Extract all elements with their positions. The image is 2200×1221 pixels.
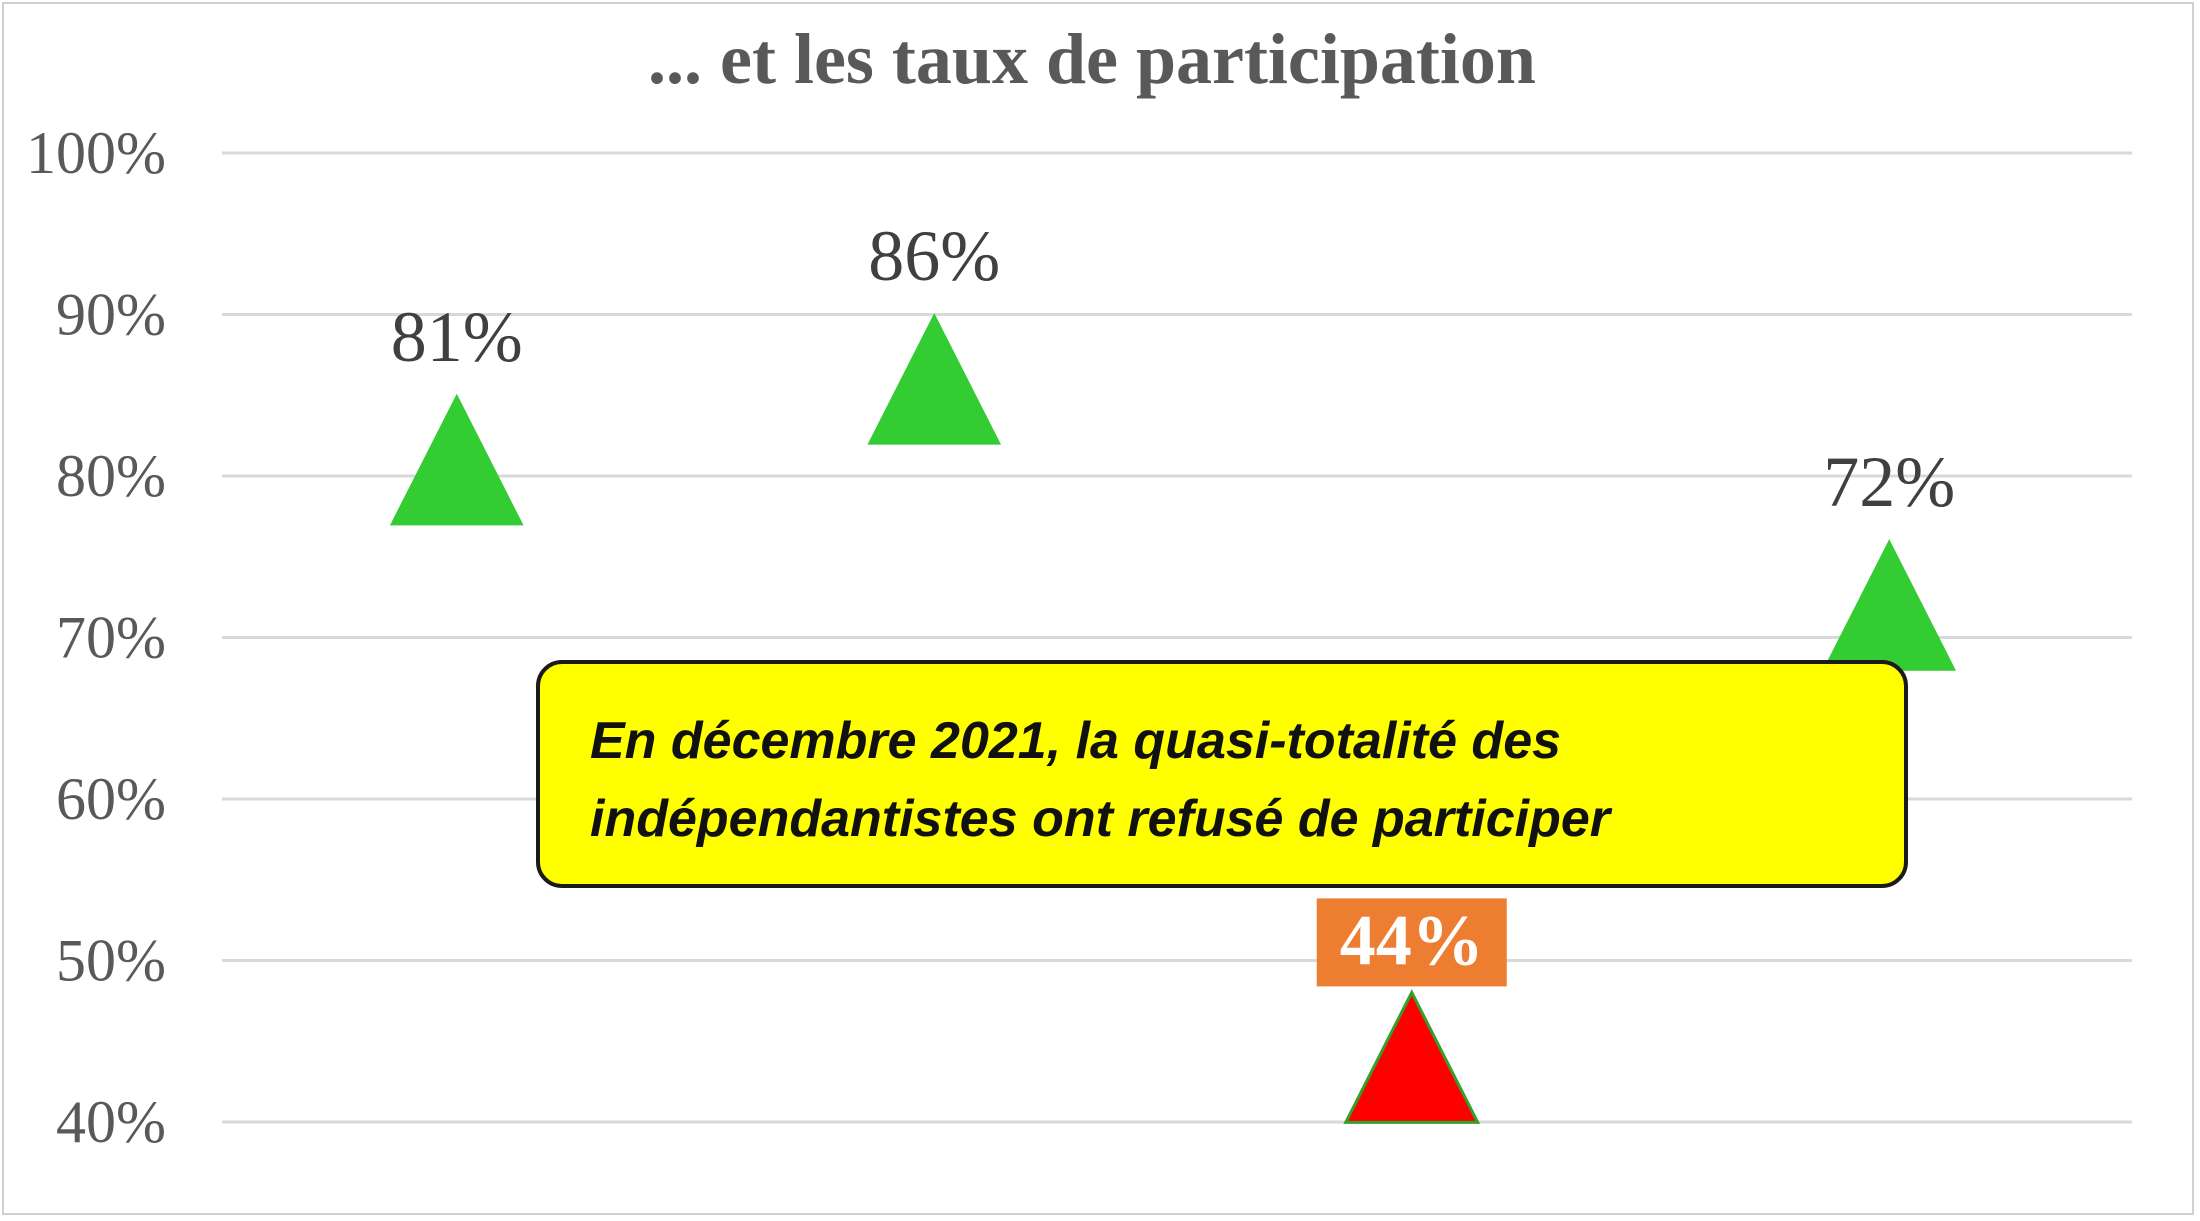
- annotation-text: En décembre 2021, la quasi-totalité des …: [590, 702, 1904, 858]
- chart-title: ... et les taux de participation: [648, 19, 1536, 99]
- y-tick-label: 90%: [56, 282, 166, 348]
- data-label: 72%: [1823, 442, 1955, 522]
- annotation-callout: En décembre 2021, la quasi-totalité des …: [536, 660, 1908, 888]
- y-tick-label: 70%: [56, 605, 166, 671]
- y-tick-label: 100%: [26, 120, 166, 186]
- data-point-marker: [867, 312, 1002, 445]
- data-point-marker: [389, 393, 524, 526]
- y-tick-label: 40%: [56, 1089, 166, 1155]
- data-label: 81%: [391, 297, 523, 377]
- data-label-background: [1316, 898, 1507, 987]
- y-tick-label: 60%: [56, 766, 166, 832]
- data-point-marker: [1343, 989, 1481, 1124]
- data-label: 44%: [1340, 900, 1484, 980]
- annotation-line-1: En décembre 2021, la quasi-totalité des: [590, 712, 1562, 770]
- data-point-marker: [1822, 539, 1957, 671]
- annotation-line-2: indépendantistes ont refusé de participe…: [590, 790, 1610, 848]
- y-tick-label: 80%: [56, 443, 166, 509]
- y-tick-label: 50%: [56, 928, 166, 994]
- data-label: 86%: [868, 216, 1000, 296]
